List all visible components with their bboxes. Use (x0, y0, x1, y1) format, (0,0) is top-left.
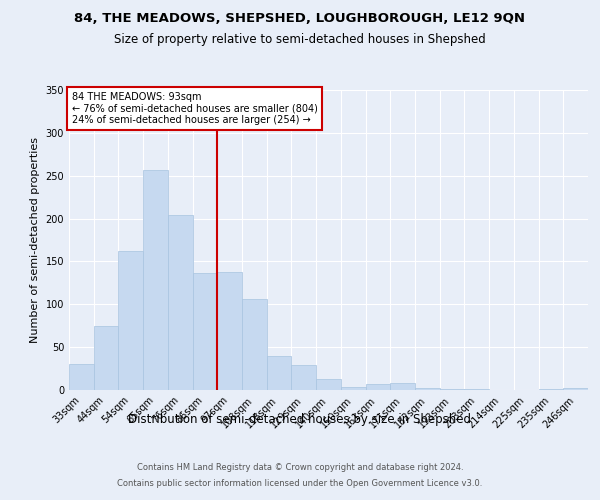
Bar (168, 215, 193, 390)
Bar (539, 389, 563, 390)
Text: Size of property relative to semi-detached houses in Shepshed: Size of property relative to semi-detach… (114, 32, 486, 46)
Bar (440, 389, 464, 390)
Bar (267, 356, 292, 390)
Bar (316, 379, 341, 390)
Text: 84, THE MEADOWS, SHEPSHED, LOUGHBOROUGH, LE12 9QN: 84, THE MEADOWS, SHEPSHED, LOUGHBOROUGH,… (74, 12, 526, 26)
Bar (390, 383, 415, 390)
Text: Contains public sector information licensed under the Open Government Licence v3: Contains public sector information licen… (118, 479, 482, 488)
Bar (292, 365, 316, 390)
Bar (341, 388, 365, 390)
Bar (118, 251, 143, 390)
Bar (415, 388, 440, 390)
Text: Contains HM Land Registry data © Crown copyright and database right 2024.: Contains HM Land Registry data © Crown c… (137, 462, 463, 471)
Bar (563, 388, 588, 390)
Bar (69, 364, 94, 390)
Bar (193, 272, 217, 390)
Bar (365, 384, 390, 390)
Text: Distribution of semi-detached houses by size in Shepshed: Distribution of semi-detached houses by … (128, 412, 472, 426)
Bar (143, 170, 168, 390)
Bar (242, 299, 267, 390)
Bar (217, 272, 242, 390)
Y-axis label: Number of semi-detached properties: Number of semi-detached properties (30, 137, 40, 343)
Text: 84 THE MEADOWS: 93sqm
← 76% of semi-detached houses are smaller (804)
24% of sem: 84 THE MEADOWS: 93sqm ← 76% of semi-deta… (71, 92, 317, 124)
Bar (464, 389, 489, 390)
Bar (94, 326, 118, 390)
